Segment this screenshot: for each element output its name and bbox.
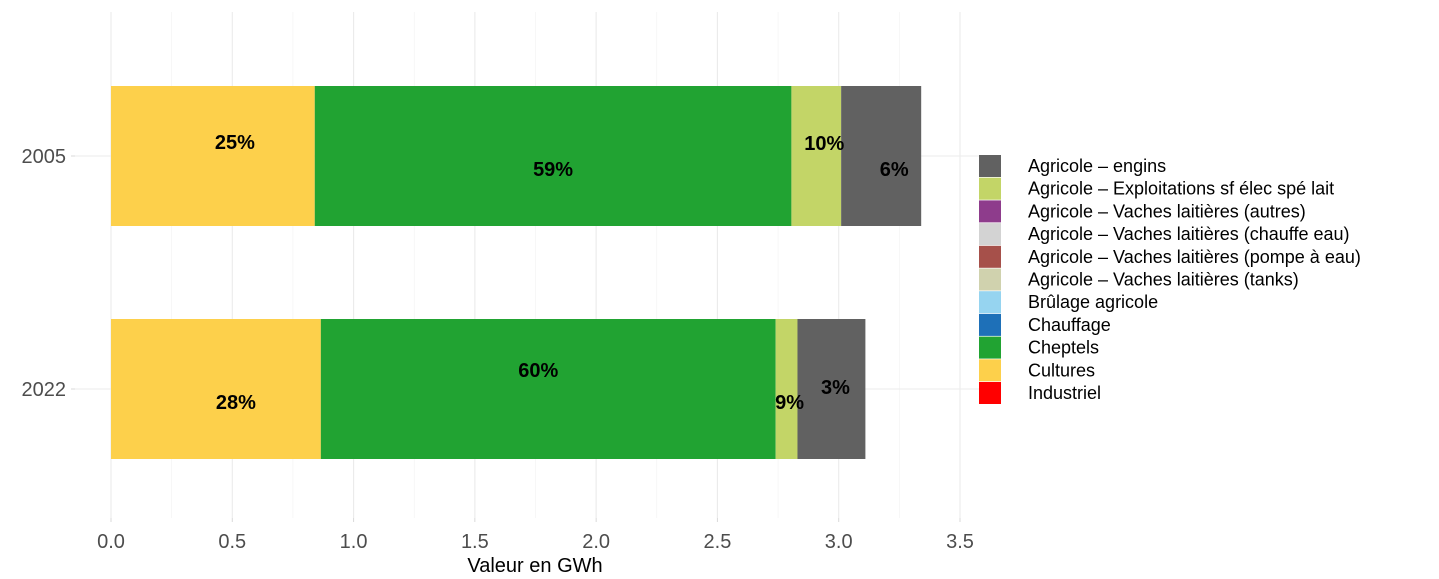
x-tick-label: 2.0 <box>582 531 610 553</box>
legend-label: Chauffage <box>1028 315 1111 335</box>
bar-segment <box>775 319 798 459</box>
legend-label: Agricole – engins <box>1028 156 1166 176</box>
x-tick-label: 0.0 <box>97 531 125 553</box>
legend-label: Industriel <box>1028 383 1101 403</box>
data-label: 9% <box>775 392 804 414</box>
legend-key <box>979 155 1001 177</box>
x-tick-label: 1.0 <box>340 531 368 553</box>
x-tick-label: 0.5 <box>218 531 246 553</box>
y-tick-label: 2005 <box>22 146 67 168</box>
bar-segment <box>791 86 842 226</box>
legend-key <box>979 245 1001 268</box>
x-tick-label: 1.5 <box>461 531 489 553</box>
y-tick-label: 2022 <box>22 379 67 401</box>
legend-key <box>979 382 1001 404</box>
legend-label: Cheptels <box>1028 338 1099 358</box>
bar-segment <box>314 86 792 226</box>
legend-label: Agricole – Vaches laitières (chauffe eau… <box>1028 224 1350 244</box>
legend-label: Agricole – Vaches laitières (autres) <box>1028 201 1306 221</box>
bar-segment <box>111 319 321 459</box>
bar-segment <box>320 319 776 459</box>
legend-label: Cultures <box>1028 360 1095 380</box>
legend-key <box>979 268 1001 291</box>
legend-key <box>979 200 1001 223</box>
x-tick-label: 3.5 <box>946 531 974 553</box>
data-label: 10% <box>804 133 844 155</box>
data-label: 25% <box>215 132 255 154</box>
bars <box>111 86 922 459</box>
legend-label: Agricole – Vaches laitières (tanks) <box>1028 270 1299 290</box>
legend-key <box>979 223 1001 246</box>
y-axis: 2005 2022 <box>22 146 75 401</box>
bar-segment <box>841 86 922 226</box>
legend-key <box>979 291 1001 314</box>
x-axis-title: Valeur en GWh <box>467 555 602 577</box>
legend-label: Agricole – Exploitations sf élec spé lai… <box>1028 179 1334 199</box>
legend-key <box>979 313 1001 336</box>
legend: Agricole – engins Agricole – Exploitation… <box>979 155 1361 404</box>
data-labels: 25% 59% 10% 6% 28% 60% 9% 3% <box>215 132 909 414</box>
data-label: 28% <box>216 392 256 414</box>
x-axis: 0.0 0.5 1.0 1.5 2.0 2.5 3.0 3.5 <box>97 518 974 553</box>
legend-label: Agricole – Vaches laitières (pompe à eau… <box>1028 247 1361 267</box>
data-label: 6% <box>880 159 909 181</box>
bar-segment <box>797 319 866 459</box>
legend-label: Brûlage agricole <box>1028 292 1158 312</box>
bar-segment <box>111 86 315 226</box>
legend-key <box>979 336 1001 359</box>
data-label: 3% <box>821 377 850 399</box>
legend-key <box>979 177 1001 200</box>
data-label: 59% <box>533 159 573 181</box>
x-tick-label: 3.0 <box>825 531 853 553</box>
legend-key <box>979 359 1001 382</box>
x-tick-label: 2.5 <box>704 531 732 553</box>
data-label: 60% <box>518 360 558 382</box>
